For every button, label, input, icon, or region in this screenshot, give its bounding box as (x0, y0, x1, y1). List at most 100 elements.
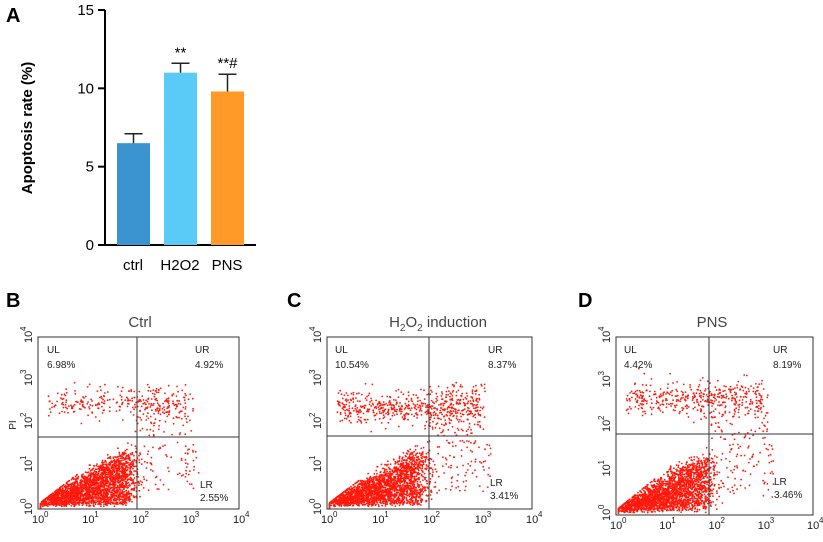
flow-event-dot (111, 492, 113, 494)
flow-event-dot (107, 485, 110, 488)
flow-event-dot (425, 499, 428, 502)
flow-event-dot (83, 397, 85, 399)
flow-event-dot (152, 430, 155, 432)
flow-event-dot (142, 413, 145, 416)
flow-event-dot (137, 481, 140, 484)
flow-event-dot (96, 484, 98, 486)
flow-event-dot (104, 493, 107, 495)
flow-event-dot (109, 478, 111, 480)
flow-events-h2o2 (328, 381, 492, 509)
flow-event-dot (421, 455, 424, 458)
flow-event-dot (167, 402, 170, 405)
flow-event-dot (99, 473, 102, 476)
flow-event-dot (126, 402, 129, 405)
flow-event-dot (77, 475, 80, 478)
flow-event-dot (120, 390, 123, 393)
flow-event-dot (123, 458, 126, 461)
flow-event-dot (88, 491, 91, 494)
flow-event-dot (190, 483, 193, 486)
flow-event-dot (99, 475, 101, 478)
flow-event-dot (128, 458, 131, 461)
flow-event-dot (416, 480, 419, 483)
flow-event-dot (123, 491, 126, 493)
flow-event-dot (94, 468, 97, 470)
flow-event-dot (162, 445, 164, 447)
flow-event-dot (175, 395, 178, 397)
flow-y-tick-exponent: 4 (19, 326, 28, 331)
flow-event-dot (85, 501, 88, 504)
flow-event-dot (90, 398, 92, 401)
flow-event-dot (134, 482, 137, 484)
flow-event-dot (50, 502, 53, 505)
flow-event-dot (131, 500, 134, 503)
flow-event-dot (150, 402, 153, 405)
flow-event-dot (125, 495, 128, 498)
flow-event-dot (375, 469, 378, 472)
flow-event-dot (118, 409, 121, 412)
flow-x-tick-exponent: 4 (245, 510, 250, 519)
flow-event-dot (94, 483, 96, 486)
flow-event-dot (158, 448, 160, 450)
flow-event-dot (88, 486, 91, 489)
flow-event-dot (172, 417, 175, 420)
flow-event-dot (68, 498, 70, 501)
flow-event-dot (115, 486, 117, 489)
flow-event-dot (162, 483, 165, 486)
bar-y-tick-label: 5 (86, 159, 94, 176)
flow-event-dot (424, 489, 426, 492)
flow-event-dot (73, 381, 76, 384)
flow-event-dot (106, 391, 109, 393)
flow-event-dot (381, 485, 384, 487)
flow-event-dot (93, 497, 95, 499)
flow-event-dot (68, 479, 71, 482)
flow-event-dot (131, 400, 134, 402)
flow-event-dot (155, 410, 157, 412)
flow-event-dot (64, 491, 67, 494)
flow-event-dot (178, 411, 181, 414)
flow-event-dot (128, 484, 131, 487)
flow-event-dot (101, 412, 104, 414)
flow-event-dot (153, 393, 156, 396)
flow-event-dot (103, 491, 106, 493)
flow-event-dot (107, 473, 110, 476)
flow-event-dot (70, 404, 72, 407)
flow-event-dot (131, 451, 134, 454)
flow-event-dot (71, 489, 74, 492)
flow-event-dot (102, 500, 105, 503)
flow-event-dot (131, 487, 133, 490)
bar-ctrl (117, 143, 150, 245)
flow-event-dot (138, 390, 141, 393)
flow-event-dot (97, 500, 100, 503)
flow-event-dot (87, 502, 90, 505)
flow-event-dot (104, 392, 106, 394)
flow-event-dot (87, 474, 90, 477)
flow-event-dot (111, 480, 114, 483)
flow-event-dot (62, 406, 65, 409)
flow-event-dot (159, 479, 162, 481)
flow-event-dot (82, 490, 85, 492)
flow-event-dot (165, 411, 168, 414)
flow-event-dot (114, 467, 117, 470)
flow-event-dot (100, 493, 102, 496)
flow-event-dot (42, 499, 45, 502)
flow-event-dot (126, 448, 128, 451)
flow-event-dot (110, 479, 113, 481)
flow-event-dot (123, 476, 125, 478)
flow-event-dot (165, 454, 167, 456)
flow-event-dot (156, 399, 159, 402)
flow-event-dot (155, 475, 158, 478)
flow-event-dot (92, 486, 95, 489)
flow-event-dot (176, 385, 179, 388)
flow-event-dot (118, 491, 120, 493)
flow-event-dot (413, 487, 415, 490)
flow-event-dot (151, 470, 154, 472)
flow-event-dot (65, 399, 68, 402)
flow-event-dot (185, 418, 188, 420)
flow-event-dot (68, 493, 71, 496)
flow-event-dot (95, 471, 98, 473)
flow-event-dot (55, 501, 58, 504)
flow-event-dot (123, 488, 125, 490)
flow-event-dot (105, 461, 107, 463)
flow-event-dot (73, 496, 76, 499)
flow-event-dot (143, 460, 146, 463)
